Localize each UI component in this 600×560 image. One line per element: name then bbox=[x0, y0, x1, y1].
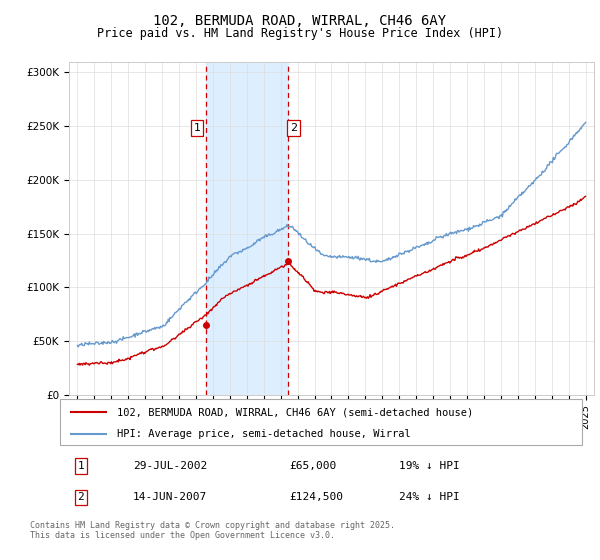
Bar bbox=[206, 62, 289, 395]
Text: 102, BERMUDA ROAD, WIRRAL, CH46 6AY (semi-detached house): 102, BERMUDA ROAD, WIRRAL, CH46 6AY (sem… bbox=[118, 407, 473, 417]
Text: Price paid vs. HM Land Registry's House Price Index (HPI): Price paid vs. HM Land Registry's House … bbox=[97, 27, 503, 40]
Text: Contains HM Land Registry data © Crown copyright and database right 2025.
This d: Contains HM Land Registry data © Crown c… bbox=[30, 521, 395, 540]
Text: 2: 2 bbox=[77, 492, 84, 502]
Text: 14-JUN-2007: 14-JUN-2007 bbox=[133, 492, 208, 502]
Text: 1: 1 bbox=[194, 123, 201, 133]
Text: £65,000: £65,000 bbox=[290, 461, 337, 471]
Text: HPI: Average price, semi-detached house, Wirral: HPI: Average price, semi-detached house,… bbox=[118, 429, 411, 438]
Text: £124,500: £124,500 bbox=[290, 492, 344, 502]
Text: 1: 1 bbox=[77, 461, 84, 471]
Text: 102, BERMUDA ROAD, WIRRAL, CH46 6AY: 102, BERMUDA ROAD, WIRRAL, CH46 6AY bbox=[154, 14, 446, 28]
Text: 19% ↓ HPI: 19% ↓ HPI bbox=[400, 461, 460, 471]
Text: 24% ↓ HPI: 24% ↓ HPI bbox=[400, 492, 460, 502]
Text: 2: 2 bbox=[290, 123, 297, 133]
Text: 29-JUL-2002: 29-JUL-2002 bbox=[133, 461, 208, 471]
FancyBboxPatch shape bbox=[60, 399, 582, 445]
